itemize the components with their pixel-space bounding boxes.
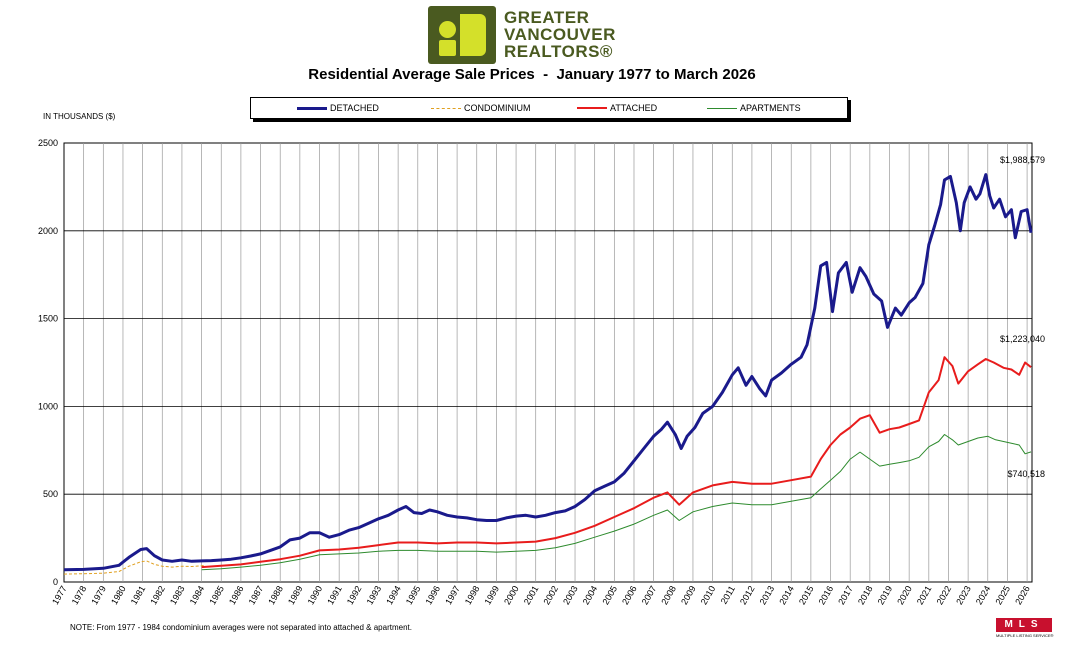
x-tick-label: 2006 <box>620 584 639 606</box>
annotation-detached: $1,988,579 <box>1000 155 1045 165</box>
series-line-detached <box>63 173 1033 572</box>
x-tick-label: 1991 <box>325 584 344 606</box>
plot-area <box>63 142 1033 583</box>
x-tick-label: 2022 <box>935 584 954 606</box>
x-tick-label: 1994 <box>384 584 403 606</box>
x-tick-label: 2020 <box>895 584 914 606</box>
logo-line-2: VANCOUVER <box>504 25 616 44</box>
series-line-attached <box>201 356 1032 569</box>
x-tick-label: 1983 <box>168 584 187 606</box>
x-tick-label: 1978 <box>70 584 89 606</box>
x-tick-label: 2025 <box>993 584 1012 606</box>
logo-line-3: REALTORS® <box>504 42 613 61</box>
x-tick-label: 1999 <box>482 584 501 606</box>
x-tick-label: 2015 <box>797 584 816 606</box>
x-tick-label: 1981 <box>129 584 148 606</box>
legend-item-condominium: CONDOMINIUM <box>431 98 531 118</box>
legend-label-attached: ATTACHED <box>610 103 658 113</box>
legend-label-detached: DETACHED <box>330 103 379 113</box>
legend-label-condominium: CONDOMINIUM <box>464 103 531 113</box>
logo-text: GREATER VANCOUVER REALTORS® <box>504 9 616 60</box>
x-tick-label: 2003 <box>561 584 580 606</box>
horizontal-gridlines <box>64 230 1032 495</box>
legend-swatch-apartments <box>707 107 737 109</box>
annotation-attached: $1,223,040 <box>1000 334 1045 344</box>
value-annotations: $1,988,579 $1,223,040 $740,518 <box>1000 155 1045 479</box>
x-tick-label: 1988 <box>266 584 285 606</box>
legend-label-apartments: APARTMENTS <box>740 103 801 113</box>
x-tick-label: 2014 <box>777 584 796 606</box>
series-line-condominium <box>63 560 206 575</box>
x-tick-label: 2004 <box>581 584 600 606</box>
x-tick-label: 2017 <box>836 584 855 606</box>
x-tick-label: 2002 <box>541 584 560 606</box>
y-axis-units-label: IN THOUSANDS ($) <box>43 112 116 121</box>
x-tick-label: 2018 <box>856 584 875 606</box>
x-tick-label: 2007 <box>640 584 659 606</box>
x-tick-label: 1984 <box>188 584 207 606</box>
vertical-gridlines <box>83 143 1028 582</box>
x-tick-label: 2024 <box>974 584 993 606</box>
x-tick-label: 1979 <box>89 584 108 606</box>
legend-swatch-detached <box>297 106 327 110</box>
x-tick-label: 1980 <box>109 584 128 606</box>
y-tick-label: 2500 <box>38 138 58 148</box>
x-tick-label: 1982 <box>148 584 167 606</box>
footnote: NOTE: From 1977 - 1984 condominium avera… <box>70 623 412 632</box>
logo-line-1: GREATER <box>504 8 590 27</box>
x-tick-label: 1998 <box>463 584 482 606</box>
y-tick-label: 1000 <box>38 401 58 411</box>
x-tick-label: 2019 <box>876 584 895 606</box>
x-axis-tick-labels: 1977 1978 1979 1980 1981 1982 1983 1984 1985 1986… <box>50 584 1032 606</box>
legend-item-detached: DETACHED <box>297 98 379 118</box>
mls-text: MLS <box>996 618 1052 632</box>
chart-title: Residential Average Sale Prices - Januar… <box>308 66 756 83</box>
x-tick-label: 2011 <box>719 584 737 606</box>
chart-legend: DETACHED CONDOMINIUM ATTACHED APARTMENTS <box>250 97 848 119</box>
y-axis-tick-labels: 0 500 1000 1500 2000 2500 <box>38 138 58 587</box>
legend-swatch-condominium <box>431 107 461 109</box>
x-tick-label: 2009 <box>679 584 698 606</box>
y-tick-label: 2000 <box>38 226 58 236</box>
x-tick-label: 1986 <box>227 584 246 606</box>
y-tick-label: 500 <box>43 489 58 499</box>
gvr-logo: GREATER VANCOUVER REALTORS® <box>428 6 643 68</box>
x-tick-label: 2026 <box>1013 584 1032 606</box>
x-tick-label: 2008 <box>659 584 678 606</box>
x-tick-label: 1995 <box>404 584 423 606</box>
x-tick-label: 1997 <box>443 584 462 606</box>
series-lines <box>63 173 1033 575</box>
x-tick-label: 2005 <box>600 584 619 606</box>
mls-subtext: MULTIPLE LISTING SERVICE® <box>996 633 1054 638</box>
x-tick-label: 2023 <box>954 584 973 606</box>
x-tick-label: 1987 <box>247 584 266 606</box>
logo-mark-icon <box>428 6 496 64</box>
x-tick-label: 1977 <box>50 584 69 606</box>
y-tick-label: 1500 <box>38 314 58 324</box>
x-tick-label: 1992 <box>345 584 364 606</box>
legend-item-apartments: APARTMENTS <box>707 98 801 118</box>
y-tick-label: 0 <box>53 577 58 587</box>
x-tick-label: 2010 <box>699 584 718 606</box>
annotation-apartments: $740,518 <box>1007 469 1045 479</box>
mls-logo: MLS MULTIPLE LISTING SERVICE® <box>996 614 1060 638</box>
x-tick-label: 2001 <box>522 584 541 606</box>
x-tick-label: 2000 <box>502 584 521 606</box>
x-tick-label: 1985 <box>207 584 226 606</box>
x-tick-label: 2013 <box>758 584 777 606</box>
legend-item-attached: ATTACHED <box>577 98 657 118</box>
x-tick-label: 1989 <box>286 584 305 606</box>
x-tick-label: 2012 <box>738 584 757 606</box>
x-tick-label: 1993 <box>365 584 384 606</box>
x-tick-label: 1996 <box>423 584 442 606</box>
x-tick-label: 2016 <box>817 584 836 606</box>
x-tick-label: 1990 <box>306 584 325 606</box>
series-line-apartments <box>201 434 1032 571</box>
mls-mark-icon: MLS <box>996 614 1060 632</box>
x-tick-label: 2021 <box>915 584 934 606</box>
legend-swatch-attached <box>577 107 607 109</box>
